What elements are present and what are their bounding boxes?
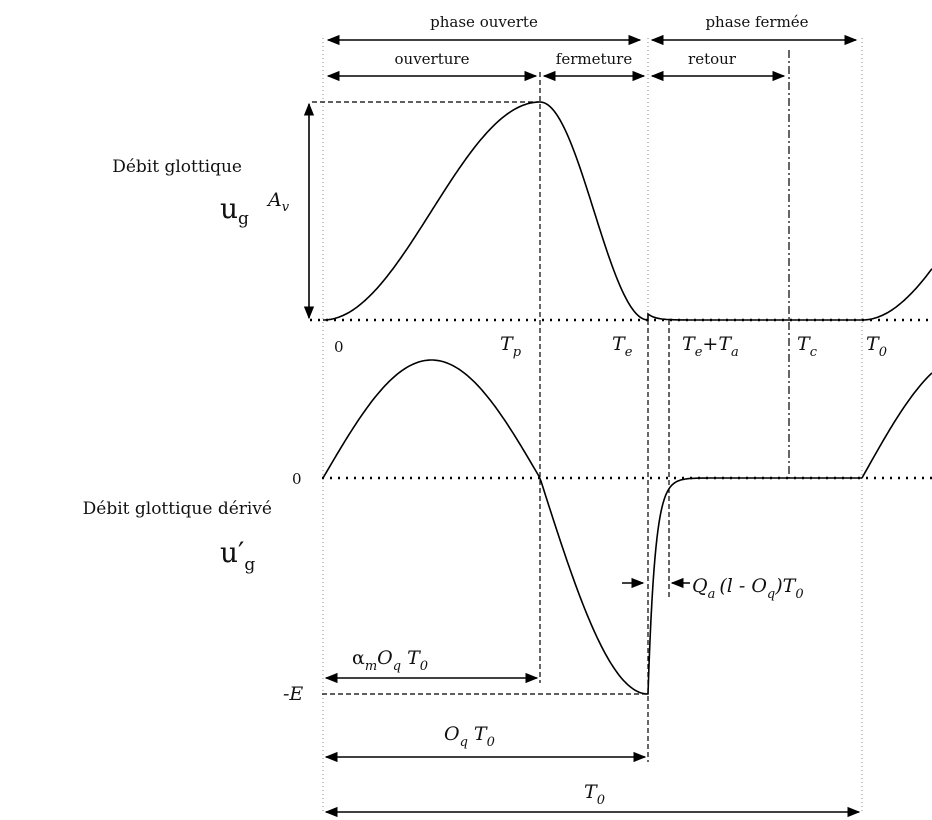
label-open-phase: phase ouverte (430, 13, 538, 31)
label-return: retour (688, 50, 737, 68)
glottal-flow-derivative-curve (322, 359, 862, 695)
symbol-ug-prime: u′g (220, 536, 255, 575)
label-period-t0: T0 (584, 781, 605, 808)
label-closing: fermeture (556, 50, 633, 68)
label-tp: Tp (500, 333, 522, 360)
symbol-ug: ug (220, 192, 249, 229)
label-te: Te (612, 333, 633, 360)
label-qa-duration: Qa (l - Oq)T0 (692, 575, 804, 602)
label-zero-derivative: 0 (292, 470, 302, 488)
label-time-zero: 0 (334, 338, 344, 356)
label-opening: ouverture (395, 50, 470, 68)
label-glottal-flow-derivative: Débit glottique dérivé (83, 499, 272, 519)
label-amplitude: Av (266, 189, 290, 215)
label-closed-phase: phase fermée (705, 13, 808, 31)
label-alpha-oq-t0: αmOq T0 (352, 647, 428, 674)
label-te-plus-ta: Te+Ta (682, 333, 739, 360)
label-minus-e: -E (283, 683, 303, 705)
glottal-flow-next-cycle (862, 268, 932, 321)
label-t0: T0 (866, 333, 887, 360)
derivative-next-cycle (861, 372, 932, 479)
glottal-flow-curve (323, 101, 862, 321)
label-tc: Tc (797, 333, 818, 360)
label-oq-t0: Oq T0 (444, 723, 495, 750)
label-glottal-flow: Débit glottique (112, 157, 242, 177)
